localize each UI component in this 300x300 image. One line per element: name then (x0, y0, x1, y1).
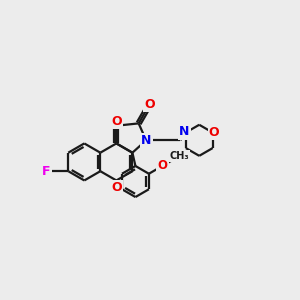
Text: F: F (42, 165, 51, 178)
Text: O: O (111, 182, 122, 194)
Text: O: O (157, 160, 167, 172)
Text: CH₃: CH₃ (169, 152, 189, 161)
Text: O: O (144, 98, 155, 111)
Text: N: N (141, 134, 152, 147)
Text: O: O (111, 115, 122, 128)
Text: O: O (209, 126, 220, 139)
Text: N: N (179, 125, 190, 138)
